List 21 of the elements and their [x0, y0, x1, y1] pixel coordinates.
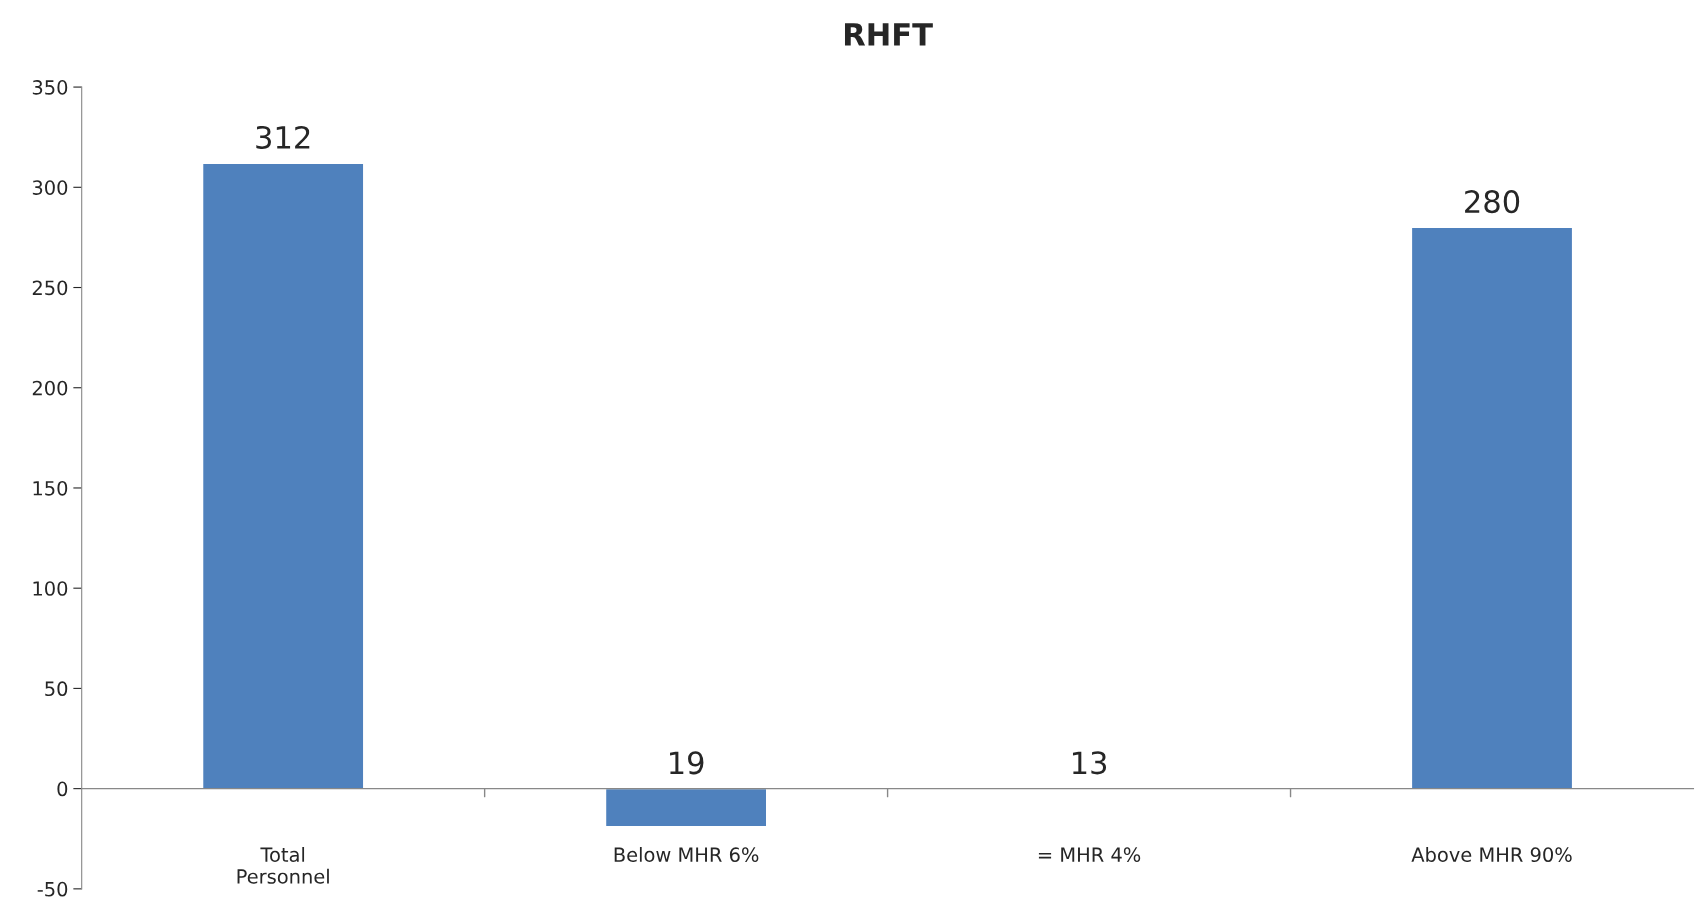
- y-tick-label: 150: [33, 480, 68, 496]
- x-tick-label: Total Personnel: [237, 846, 329, 884]
- y-tick-label: 350: [32, 80, 68, 95]
- y-tick-label: 50: [45, 681, 68, 697]
- chart-title: RHFT: [844, 23, 933, 46]
- bar: [604, 787, 768, 828]
- x-tick-label: = MHR 4%: [1038, 847, 1141, 863]
- bar: [201, 162, 365, 790]
- y-tick-label: 0: [57, 781, 68, 797]
- annotation: 280: [1465, 190, 1520, 214]
- y-tick-label: -50: [37, 881, 68, 897]
- y-tick-label: 300: [32, 180, 68, 195]
- y-tick-label: 200: [32, 380, 68, 396]
- annotation: 13: [1072, 751, 1107, 775]
- annotation: 19: [670, 751, 704, 775]
- annotation: 312: [256, 125, 310, 149]
- bar: [1410, 226, 1574, 790]
- x-tick-label: Below MHR 6%: [614, 846, 759, 863]
- x-tick-label: Above MHR 90%: [1411, 846, 1572, 863]
- y-tick-label: 100: [33, 581, 68, 596]
- y-tick-label: 250: [32, 280, 68, 296]
